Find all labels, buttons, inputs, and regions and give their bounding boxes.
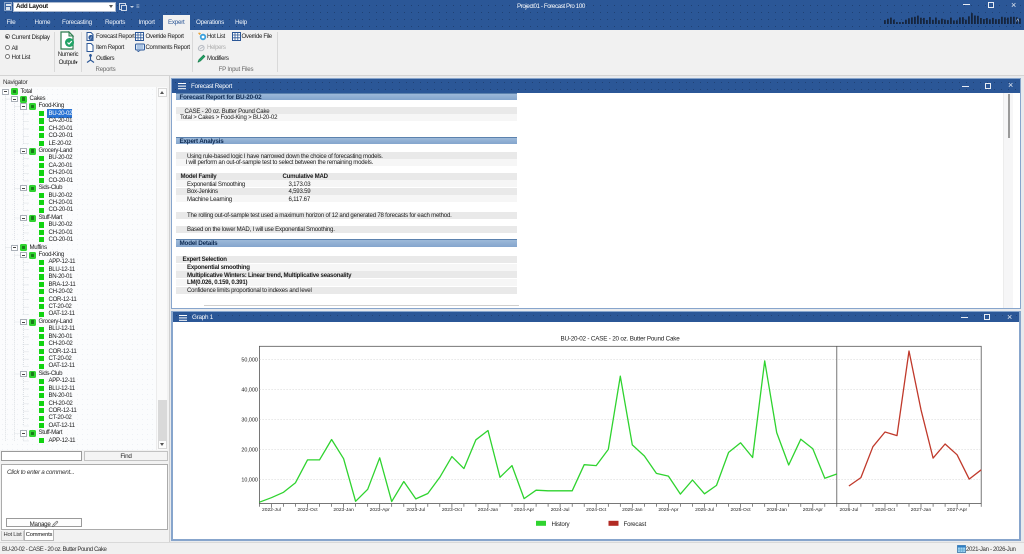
svg-text:2026-Apr: 2026-Apr [803,507,823,513]
svg-text:2023-Jan: 2023-Jan [333,507,354,513]
svg-text:BU-20-02 - CASE - 20 oz. Butte: BU-20-02 - CASE - 20 oz. Butter Pound Ca… [561,336,681,343]
svg-text:History: History [552,521,571,528]
svg-text:2024-Jul: 2024-Jul [551,507,570,513]
svg-text:Forecast: Forecast [624,521,647,528]
svg-text:2026-Jul: 2026-Jul [840,507,859,513]
svg-text:10,000: 10,000 [241,478,258,484]
svg-text:2022-Oct: 2022-Oct [297,507,318,513]
svg-text:30,000: 30,000 [241,418,258,424]
svg-text:2024-Oct: 2024-Oct [586,507,607,513]
svg-text:2025-Apr: 2025-Apr [658,507,678,513]
svg-text:2023-Jul: 2023-Jul [406,507,425,513]
svg-text:40,000: 40,000 [241,388,258,394]
svg-text:2024-Jan: 2024-Jan [478,507,499,513]
svg-text:2026-Jan: 2026-Jan [766,507,787,513]
svg-text:2023-Apr: 2023-Apr [370,507,390,513]
svg-text:50,000: 50,000 [241,358,258,364]
svg-text:i: i [90,37,92,41]
svg-text:2027-Jan: 2027-Jan [911,507,932,513]
svg-text:2027-Apr: 2027-Apr [947,507,967,513]
svg-text:2022-Jul: 2022-Jul [262,507,281,513]
svg-text:2024-Apr: 2024-Apr [514,507,534,513]
svg-text:2025-Jul: 2025-Jul [695,507,714,513]
svg-text:2025-Jan: 2025-Jan [622,507,643,513]
svg-text:2023-Oct: 2023-Oct [442,507,463,513]
svg-text:20,000: 20,000 [241,448,258,454]
svg-text:2026-Oct: 2026-Oct [875,507,896,513]
svg-text:2025-Oct: 2025-Oct [731,507,752,513]
